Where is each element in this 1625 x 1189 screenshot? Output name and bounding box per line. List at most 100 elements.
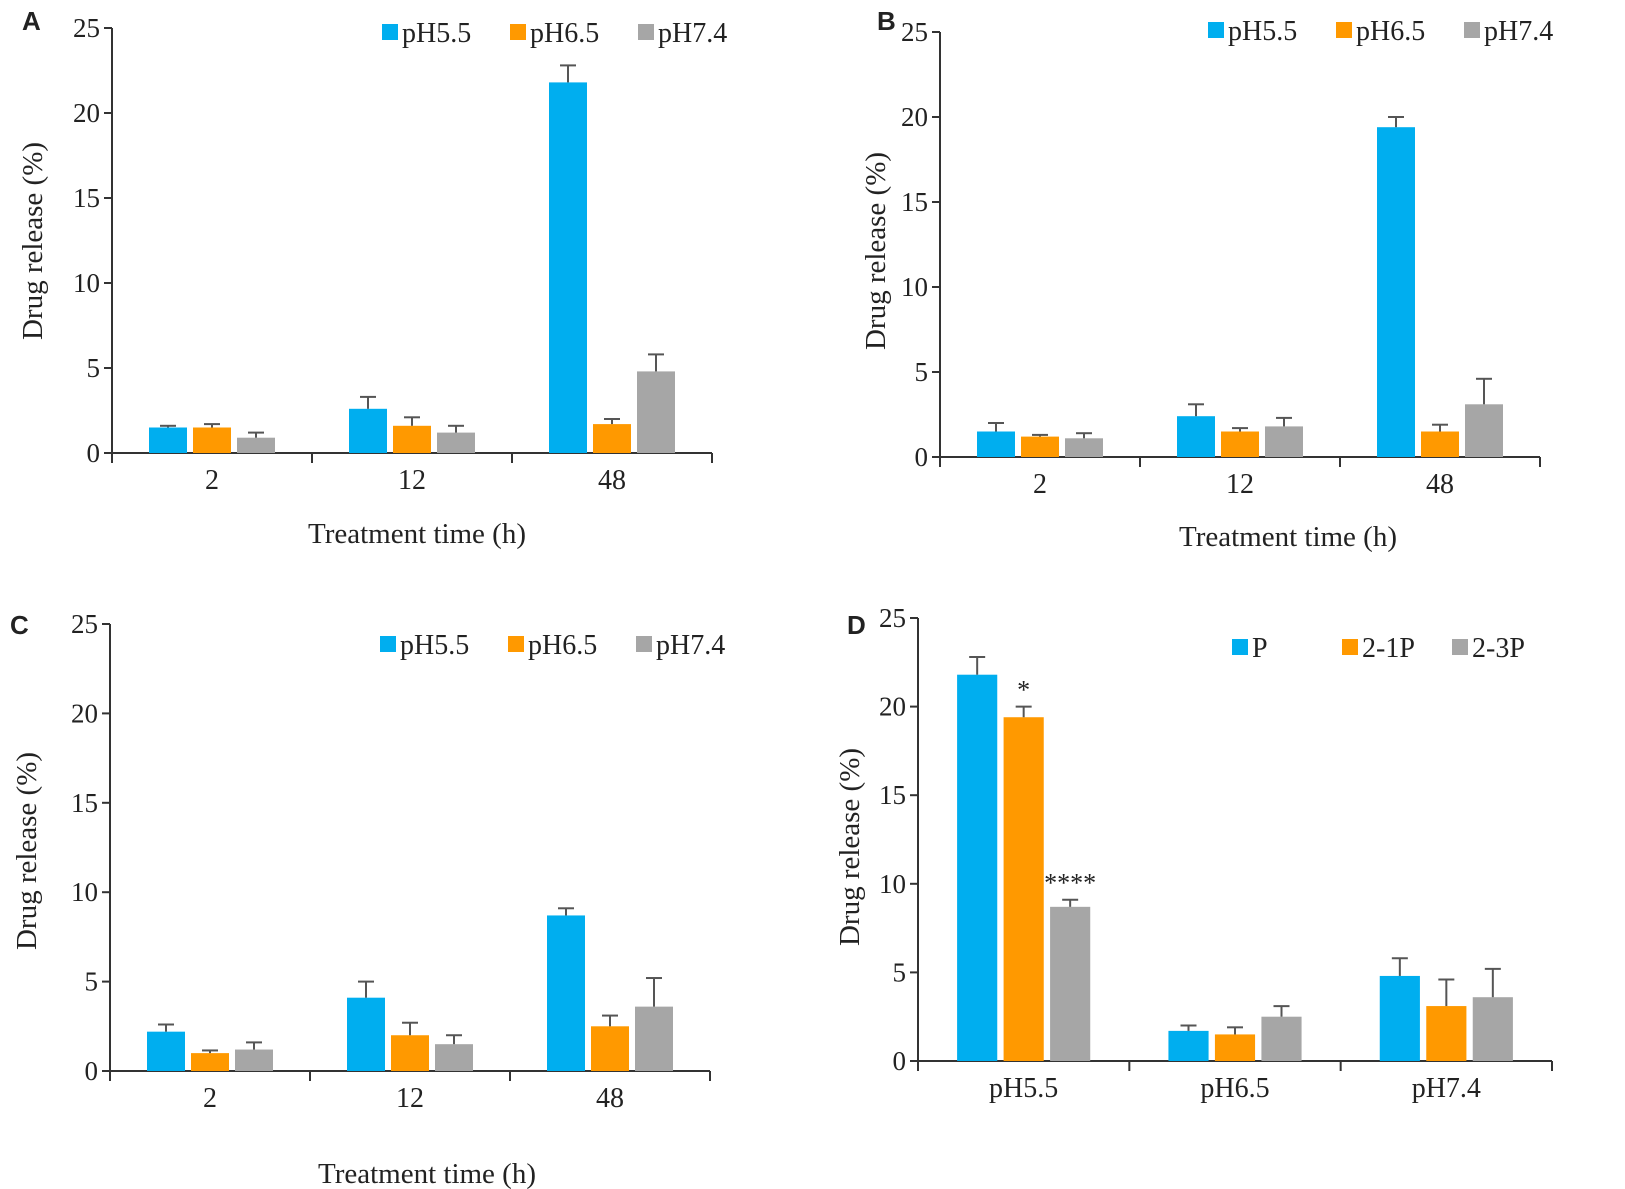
panel-b: B Drug release (%) Treatment time (h) 0 5… <box>860 6 1553 553</box>
bar <box>393 425 431 453</box>
legend-label: pH7.4 <box>658 18 727 49</box>
y-tick-label: 15 <box>71 788 98 818</box>
bar <box>547 915 585 1071</box>
y-tick-label: 20 <box>879 692 906 722</box>
y-axis-label: Drug release (%) <box>11 752 43 950</box>
y-tick-label: 15 <box>879 780 906 810</box>
x-tick-label: 12 <box>1226 469 1254 500</box>
legend-swatch <box>1464 22 1480 38</box>
legend-swatch <box>508 636 524 652</box>
y-tick-label: 0 <box>85 1056 99 1086</box>
bar <box>1168 1030 1209 1061</box>
bar <box>1177 416 1215 457</box>
y-axis-label: Drug release (%) <box>17 142 49 340</box>
legend-label: pH6.5 <box>530 18 599 49</box>
bar <box>149 427 187 453</box>
y-tick-label: 15 <box>73 183 100 213</box>
x-tick-label: 2 <box>1033 469 1047 500</box>
legend-swatch <box>1336 22 1352 38</box>
bar <box>1021 436 1059 457</box>
x-tick-label: pH6.5 <box>1200 1073 1269 1104</box>
panel-a: A Drug release (%) Treatment time (h) 0 5… <box>17 6 727 550</box>
bar <box>1377 127 1415 457</box>
bar <box>193 427 231 453</box>
panel-letter-d: D <box>847 610 866 640</box>
y-tick-label: 0 <box>893 1046 907 1076</box>
bar <box>1003 717 1044 1061</box>
legend-swatch <box>1452 639 1468 655</box>
bar <box>1426 1006 1467 1061</box>
bar <box>235 1049 273 1071</box>
bar <box>349 408 387 453</box>
bar <box>237 437 275 453</box>
y-tick-label: 5 <box>87 353 101 383</box>
significance-annotation: * <box>1017 676 1030 705</box>
panel-letter-b: B <box>877 6 896 36</box>
x-axis-label: Treatment time (h) <box>318 1158 536 1189</box>
x-tick-label: 48 <box>598 465 626 496</box>
bar <box>957 674 998 1061</box>
legend-label: 2-3P <box>1472 633 1525 664</box>
legend-swatch <box>510 24 526 40</box>
bar <box>1065 438 1103 457</box>
y-tick-label: 25 <box>71 609 98 639</box>
y-tick-label: 20 <box>71 698 98 728</box>
bar <box>1265 426 1303 457</box>
y-axis-label: Drug release (%) <box>834 748 866 946</box>
x-tick-label: pH7.4 <box>1412 1073 1481 1104</box>
panel-d: D Drug release (%) 0 5 10 15 20 25 pH5.5 pH6.5 p… <box>834 603 1553 1104</box>
bar <box>593 424 631 453</box>
x-tick-label: 12 <box>398 465 426 496</box>
y-tick-label: 10 <box>901 272 928 302</box>
bar <box>437 432 475 453</box>
legend-label: P <box>1252 633 1268 664</box>
y-tick-label: 25 <box>73 13 100 43</box>
y-tick-label: 5 <box>85 967 99 997</box>
legend-label: pH6.5 <box>528 630 597 661</box>
bar <box>1261 1016 1302 1061</box>
x-tick-label: 48 <box>1426 469 1454 500</box>
bar <box>549 82 587 454</box>
legend-swatch <box>636 636 652 652</box>
x-tick-label: 2 <box>203 1083 217 1114</box>
bar <box>1472 997 1513 1061</box>
x-axis-label: Treatment time (h) <box>1179 521 1397 553</box>
y-tick-label: 20 <box>73 98 100 128</box>
y-tick-label: 25 <box>901 17 928 47</box>
legend-label: pH6.5 <box>1356 16 1425 47</box>
bar <box>147 1031 185 1071</box>
x-tick-label: 48 <box>596 1083 624 1114</box>
bar <box>435 1044 473 1071</box>
y-tick-label: 5 <box>893 957 907 987</box>
bar <box>347 997 385 1071</box>
bar <box>391 1035 429 1071</box>
legend-label: pH5.5 <box>1228 16 1297 47</box>
bar <box>1050 906 1091 1061</box>
x-tick-label: 12 <box>396 1083 424 1114</box>
bar <box>1379 975 1420 1061</box>
legend-label: pH5.5 <box>402 18 471 49</box>
x-axis-label: Treatment time (h) <box>308 518 526 550</box>
legend-swatch <box>1232 639 1248 655</box>
panel-c: C Drug release (%) Treatment time (h) 0 5… <box>10 609 725 1189</box>
y-tick-label: 10 <box>879 869 906 899</box>
y-tick-label: 5 <box>915 357 929 387</box>
legend-swatch <box>638 24 654 40</box>
bar <box>591 1026 629 1071</box>
x-tick-label: pH5.5 <box>989 1073 1058 1104</box>
legend-label: pH7.4 <box>656 630 725 661</box>
legend-swatch <box>1208 22 1224 38</box>
bar <box>637 371 675 453</box>
panel-letter-c: C <box>10 610 29 640</box>
y-tick-label: 20 <box>901 102 928 132</box>
legend-swatch <box>382 24 398 40</box>
bar <box>1465 404 1503 457</box>
legend-swatch <box>1342 639 1358 655</box>
bar <box>635 1006 673 1071</box>
x-tick-label: 2 <box>205 465 219 496</box>
bar <box>1214 1034 1256 1061</box>
y-tick-label: 0 <box>915 442 929 472</box>
bar <box>1421 431 1459 457</box>
legend-label: pH5.5 <box>400 630 469 661</box>
